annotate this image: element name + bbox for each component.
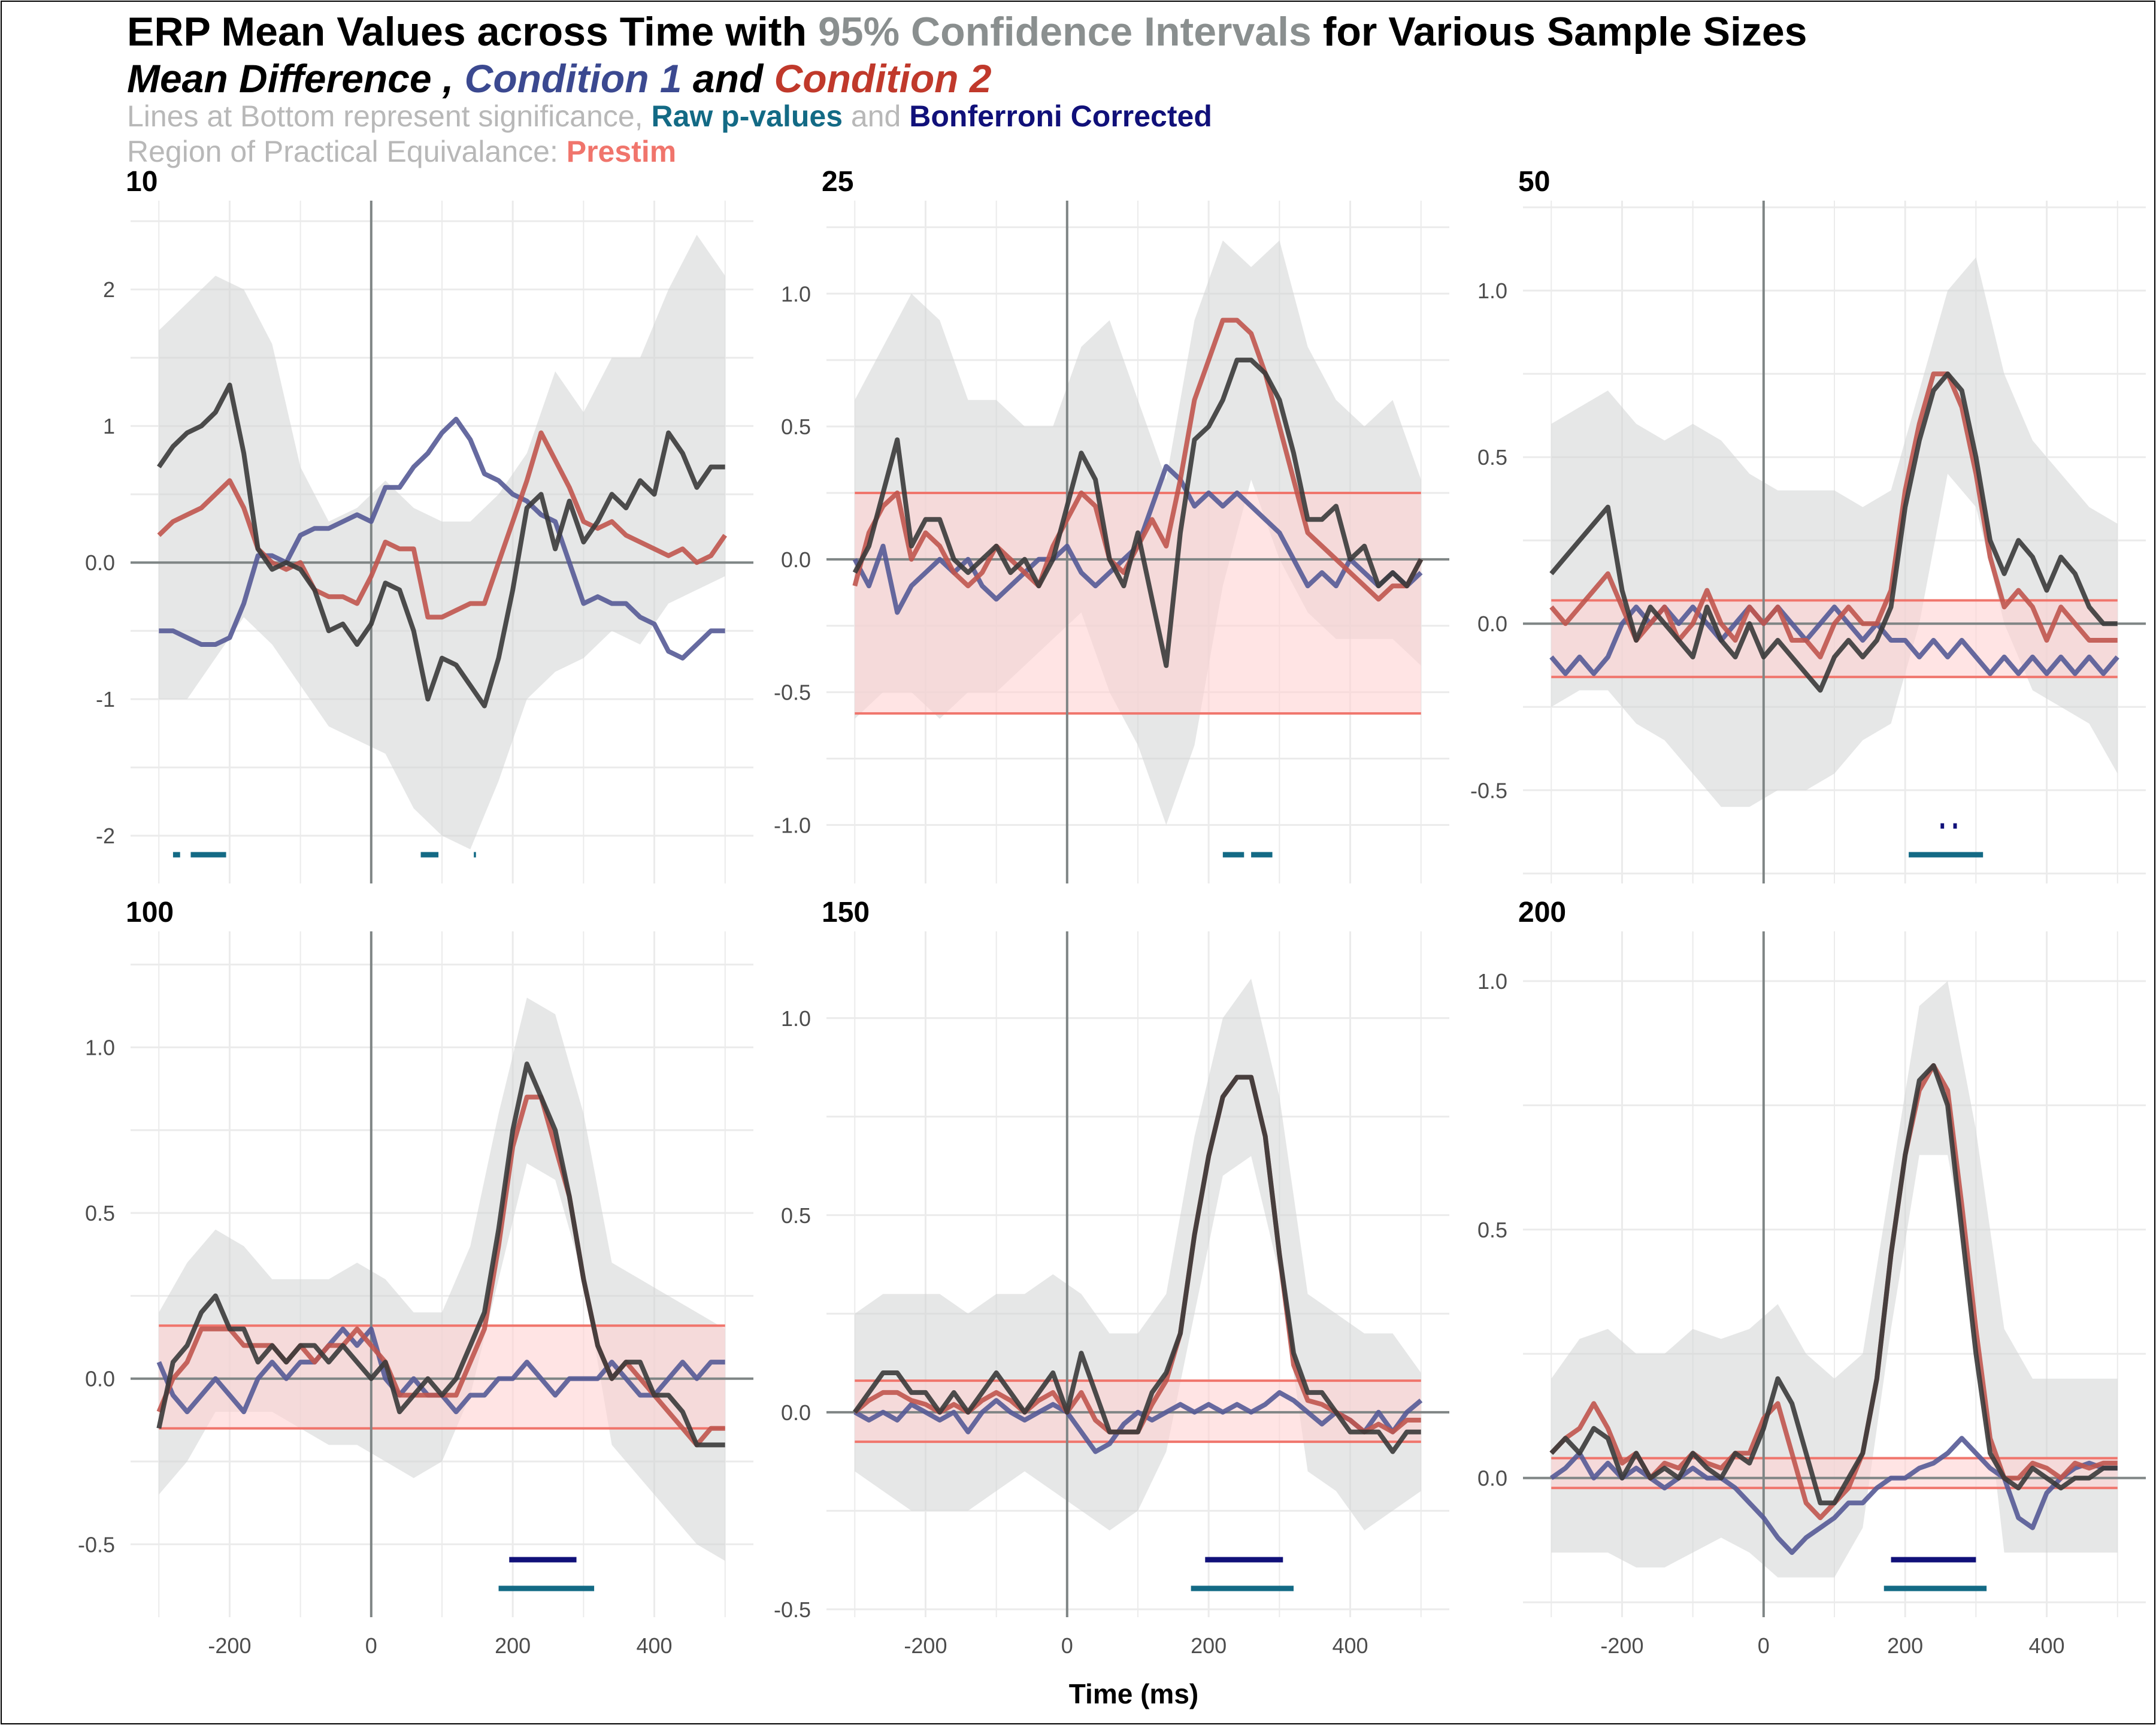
- y-tick-label: 1: [103, 414, 115, 438]
- note-rope-text: Region of Practical Equivalance:: [127, 135, 567, 168]
- y-tick-label: 0.0: [85, 1367, 115, 1391]
- subtitle-and: and: [682, 56, 774, 101]
- note-rope: Region of Practical Equivalance: Prestim: [127, 135, 676, 168]
- subtitle-condition-2: Condition 2: [774, 56, 992, 101]
- ci-ribbon: [159, 235, 725, 849]
- title-part-ci: 95% Confidence Intervals: [818, 9, 1312, 55]
- x-tick-label: 0: [365, 1633, 377, 1658]
- series-mean-difference: [853, 1075, 1421, 1454]
- y-tick-label: 0.0: [85, 550, 115, 575]
- note-prestim: Prestim: [567, 135, 676, 168]
- y-tick-label: 0.5: [781, 1203, 811, 1228]
- x-tick-label: 0: [1061, 1633, 1073, 1658]
- panel-100: 100 -0.5 0.0 0.5 1.0 -200 0 200 400: [78, 897, 753, 1658]
- x-tick-label: 200: [495, 1633, 531, 1658]
- y-tick-label: -1.0: [774, 813, 811, 837]
- chart-subtitle: Mean Difference , Condition 1 and Condit…: [127, 56, 992, 101]
- note-bonferroni: Bonferroni Corrected: [909, 99, 1212, 133]
- panel-50: 50 -0.5 0.0 0.5 1.0: [1470, 166, 2146, 883]
- subtitle-condition-1: Condition 1: [465, 56, 682, 101]
- y-tick-label: -1: [96, 687, 115, 712]
- series-mean-difference: [157, 382, 725, 709]
- y-tick-label: 1.0: [85, 1036, 115, 1060]
- y-tick-label: 0.0: [781, 1400, 811, 1425]
- x-tick-label: -200: [208, 1633, 251, 1658]
- panels: 10 -2 -1 0.0 1 2 25 -1.0 -0.5 0.0 0.5 1.0 50 -0.5 0.0 0…: [78, 166, 2146, 1658]
- y-tick-label: 0.0: [781, 547, 811, 572]
- panel-150: 150 -0.5 0.0 0.5 1.0 -200 0 200 400: [774, 897, 1449, 1658]
- series-condition-1: [1549, 1436, 2118, 1555]
- series-mean-difference: [852, 358, 1424, 668]
- panel-200: 200 0.0 0.5 1.0 -200 0 200 400: [1477, 897, 2146, 1658]
- series-mean-difference: [156, 1061, 725, 1448]
- title-part-sizes: for Various Sample Sizes: [1312, 9, 1807, 55]
- panel-title: 200: [1518, 897, 1566, 928]
- y-tick-label: 1.0: [1477, 279, 1507, 303]
- panel-title: 100: [126, 897, 174, 928]
- rope-band: [855, 492, 1421, 714]
- y-tick-label: -0.5: [774, 1597, 811, 1622]
- series-condition-1: [159, 416, 725, 661]
- panel-title: 150: [822, 897, 870, 928]
- y-tick-label: -0.5: [1470, 778, 1507, 803]
- x-tick-label: 400: [637, 1633, 673, 1658]
- y-tick-label: 0.5: [781, 414, 811, 439]
- y-tick-label: -0.5: [774, 680, 811, 705]
- series-mean-difference: [1549, 371, 2118, 693]
- title-part-main: ERP Mean Values across Time with: [127, 9, 818, 55]
- series-condition-2: [852, 317, 1424, 602]
- y-tick-label: 2: [103, 277, 115, 302]
- y-tick-label: -2: [96, 824, 115, 848]
- y-tick-label: 0.5: [85, 1201, 115, 1225]
- x-tick-label: 400: [2029, 1633, 2065, 1658]
- x-tick-label: -200: [1600, 1633, 1643, 1658]
- x-tick-label: -200: [904, 1633, 947, 1658]
- y-tick-label: 1.0: [1477, 969, 1507, 994]
- x-tick-label: 0: [1758, 1633, 1770, 1658]
- series-condition-1: [853, 1390, 1423, 1454]
- note-raw-p: Raw p-values: [651, 99, 843, 133]
- chart-title: ERP Mean Values across Time with 95% Con…: [127, 9, 1807, 55]
- rope-band: [159, 1325, 725, 1429]
- note-lines-text: Lines at Bottom represent significance,: [127, 99, 651, 133]
- series-condition-2: [157, 430, 727, 620]
- y-tick-label: 0.0: [1477, 612, 1507, 636]
- x-tick-label: 200: [1191, 1633, 1227, 1658]
- y-tick-label: 0.0: [1477, 1466, 1507, 1491]
- note-significance: Lines at Bottom represent significance, …: [127, 99, 1212, 133]
- y-tick-label: 1.0: [781, 282, 811, 306]
- x-tick-label: 200: [1887, 1633, 1923, 1658]
- y-tick-label: 1.0: [781, 1006, 811, 1031]
- panel-title: 25: [822, 166, 853, 198]
- subtitle-mean-difference: Mean Difference ,: [127, 56, 465, 101]
- series-mean-difference: [1549, 1063, 2118, 1506]
- series-condition-2: [1549, 371, 2118, 659]
- x-axis-label: Time (ms): [1069, 1678, 1198, 1709]
- panel-title: 10: [126, 166, 158, 198]
- y-tick-label: 0.5: [1477, 445, 1507, 470]
- panel-title: 50: [1518, 166, 1550, 198]
- panel-25: 25 -1.0 -0.5 0.0 0.5 1.0: [774, 166, 1449, 883]
- y-tick-label: -0.5: [78, 1532, 115, 1557]
- ci-ribbon: [1551, 981, 2118, 1578]
- x-tick-label: 400: [1333, 1633, 1368, 1658]
- note-and: and: [843, 99, 909, 133]
- panel-10: 10 -2 -1 0.0 1 2: [85, 166, 753, 883]
- y-tick-label: 0.5: [1477, 1218, 1507, 1242]
